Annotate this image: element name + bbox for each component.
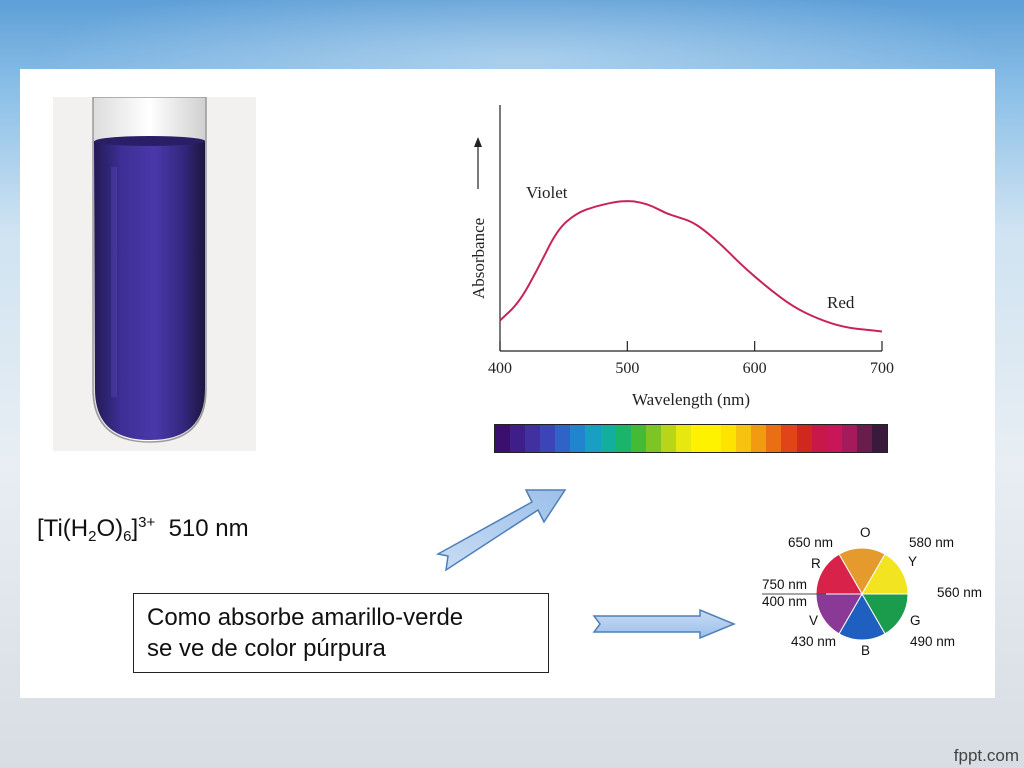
color-wheel: O Y G B V R 650 nm 580 nm 560 nm 490 nm …: [762, 525, 982, 658]
formula-charge: 3+: [138, 514, 156, 531]
x-tick-label: 700: [870, 360, 894, 377]
wheel-segment-v: [815, 593, 863, 635]
spectrum-band: [525, 425, 542, 452]
wavelength-650: 650 nm: [788, 535, 833, 550]
x-axis-label: Wavelength (nm): [632, 390, 750, 409]
spectrum-band: [600, 425, 617, 452]
wheel-segment-o: [838, 547, 886, 596]
spectrum-band: [645, 425, 663, 452]
segment-label-g: G: [910, 613, 921, 628]
spectrum-band: [660, 425, 678, 452]
spectrum-band: [811, 425, 828, 452]
spectrum-band: [555, 425, 572, 452]
spectrum-band: [736, 425, 753, 452]
formula-close: ]: [131, 515, 139, 542]
explanation-box: Como absorbe amarillo-verde se ve de col…: [133, 593, 549, 673]
explanation-line-1: Como absorbe amarillo-verde: [147, 604, 464, 631]
wavelength-580: 580 nm: [909, 535, 954, 550]
wheel-segment-g: [861, 593, 909, 635]
spectrum-band: [585, 425, 602, 452]
formula-mid: O): [96, 515, 124, 542]
x-tick-label: 500: [615, 360, 639, 377]
y-axis-label: Absorbance: [469, 218, 488, 299]
spectrum-band: [751, 425, 768, 452]
explanation-line-2: se ve de color púrpura: [147, 635, 386, 662]
spectrum-band: [675, 425, 693, 452]
spectrum-band: [630, 425, 647, 452]
wavelength-400: 400 nm: [762, 594, 807, 609]
absorbance-curve: [499, 200, 883, 333]
visible-spectrum-bar: [494, 424, 888, 453]
spectrum-band: [510, 425, 527, 452]
spectrum-band: [570, 425, 587, 452]
spectrum-band: [781, 425, 798, 452]
test-tube-photo: [53, 96, 256, 451]
violet-label: Violet: [526, 183, 568, 202]
spectrum-band: [856, 425, 874, 452]
spectrum-band: [706, 425, 723, 452]
segment-label-y: Y: [908, 554, 917, 569]
wavelength-560: 560 nm: [937, 585, 982, 600]
spectrum-band: [691, 425, 708, 452]
red-label: Red: [827, 293, 855, 312]
spectrum-band: [871, 425, 887, 452]
slide: 400 500 600 700 Absorbance Violet Red Wavel…: [20, 69, 995, 698]
formula-wavelength: 510 nm: [168, 515, 249, 542]
segment-label-r: R: [811, 556, 821, 571]
x-tick-label: 600: [743, 360, 767, 377]
formula-prefix: [Ti(H: [37, 515, 89, 542]
spectrum-band: [796, 425, 813, 452]
x-tick-label: 400: [488, 360, 512, 377]
formula-sub-6: 6: [123, 528, 132, 545]
spectrum-band: [615, 425, 632, 452]
up-right-arrow-icon: [435, 489, 567, 572]
wavelength-750: 750 nm: [762, 577, 807, 592]
wavelength-490: 490 nm: [910, 634, 955, 649]
wheel-segment-r: [815, 553, 863, 595]
formula-sub-2: 2: [88, 528, 97, 545]
y-axis-arrow: [474, 137, 482, 189]
spectrum-band: [540, 425, 557, 452]
footer-brand: fppt.com: [953, 746, 1019, 765]
segment-label-v: V: [809, 613, 818, 628]
segment-label-o: O: [860, 525, 871, 540]
absorbance-chart: 400 500 600 700 Absorbance Violet Red Wavel…: [469, 105, 894, 409]
wavelength-430: 430 nm: [791, 634, 836, 649]
spectrum-band: [766, 425, 783, 452]
wheel-segment-b: [838, 593, 886, 641]
spectrum-band: [721, 425, 738, 452]
complex-formula: [Ti(H2O)6]3+ 510 nm: [37, 514, 249, 545]
spectrum-band: [495, 425, 512, 452]
spectrum-band: [826, 425, 843, 452]
spectrum-band: [841, 425, 859, 452]
right-arrow-icon: [592, 608, 736, 640]
chart-axes: [499, 105, 882, 352]
segment-label-b: B: [861, 643, 870, 658]
wheel-segment-y: [861, 553, 909, 595]
